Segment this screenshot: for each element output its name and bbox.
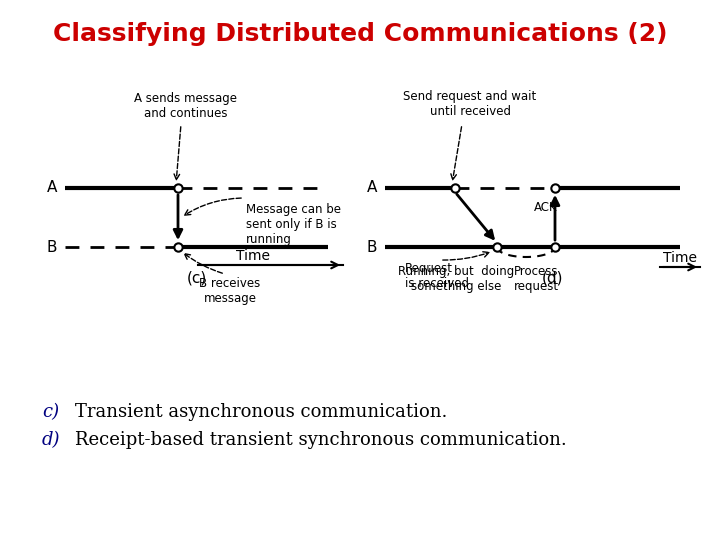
Text: Classifying Distributed Communications (2): Classifying Distributed Communications (… bbox=[53, 22, 667, 46]
Text: Transient asynchronous communication.: Transient asynchronous communication. bbox=[75, 403, 447, 421]
Text: A sends message
and continues: A sends message and continues bbox=[135, 92, 238, 120]
Text: Running, but  doing
something else: Running, but doing something else bbox=[398, 265, 514, 293]
Text: Process
request: Process request bbox=[513, 265, 559, 293]
Text: (d): (d) bbox=[541, 271, 563, 286]
Text: Receipt-based transient synchronous communication.: Receipt-based transient synchronous comm… bbox=[75, 431, 567, 449]
Text: ACK: ACK bbox=[534, 201, 557, 214]
Text: A: A bbox=[47, 180, 57, 195]
Text: c): c) bbox=[42, 403, 59, 421]
Text: Time: Time bbox=[663, 251, 697, 265]
Text: d): d) bbox=[42, 431, 60, 449]
Text: (c): (c) bbox=[186, 271, 207, 286]
Text: Request
is received: Request is received bbox=[405, 262, 469, 290]
Text: Time: Time bbox=[236, 249, 270, 263]
Text: Message can be
sent only if B is
running: Message can be sent only if B is running bbox=[246, 203, 341, 246]
Text: B: B bbox=[366, 240, 377, 254]
Text: Send request and wait
until received: Send request and wait until received bbox=[403, 90, 536, 118]
Text: B: B bbox=[47, 240, 57, 254]
Text: B receives
message: B receives message bbox=[199, 277, 261, 305]
Text: A: A bbox=[366, 180, 377, 195]
